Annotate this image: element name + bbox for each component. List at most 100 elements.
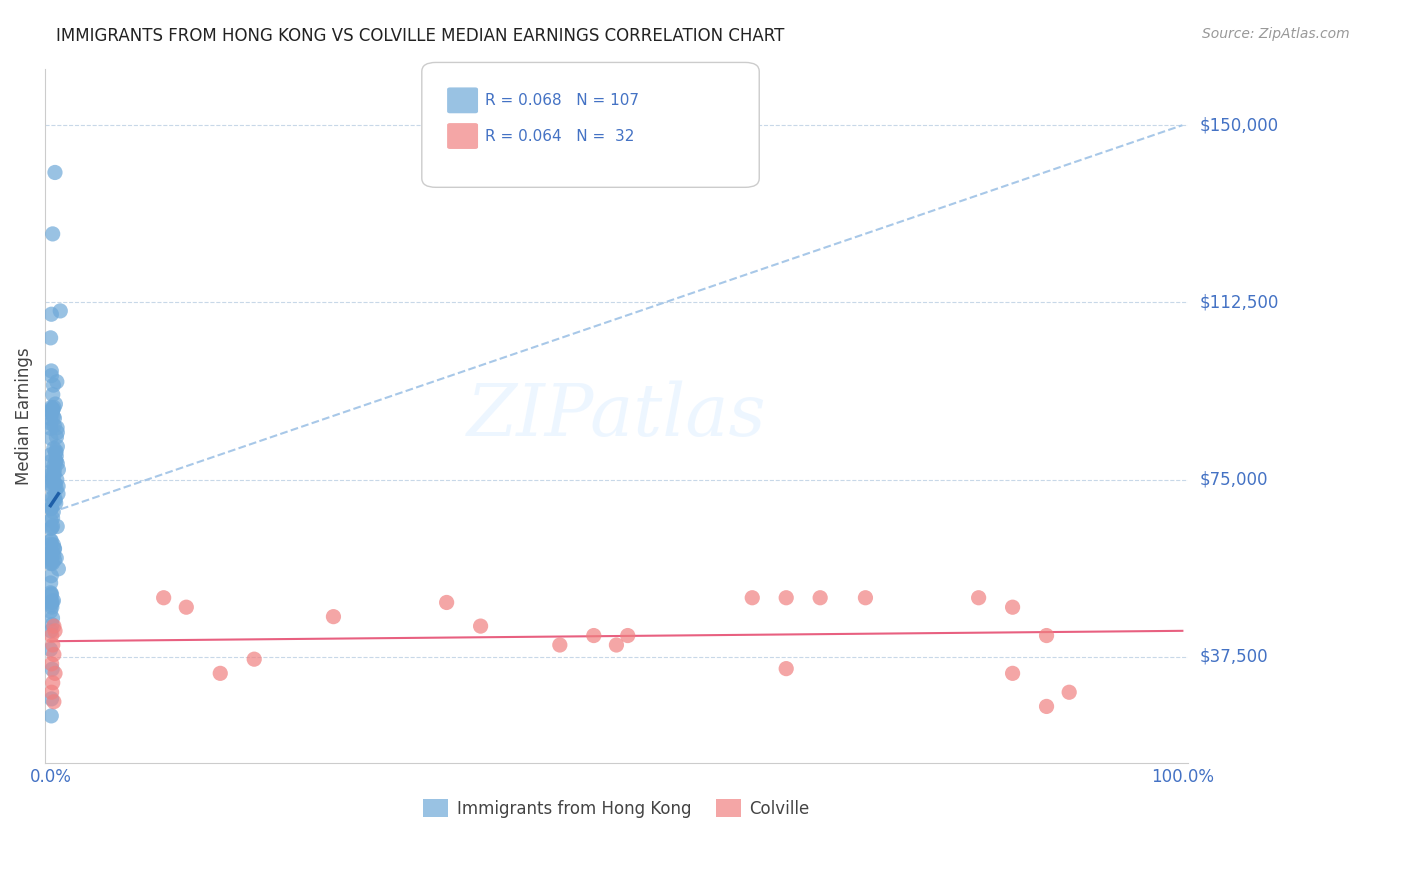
Point: [42, 387, 65, 401]
Point: [39, 568, 62, 582]
Point: [45, 445, 67, 459]
Point: [582, 628, 605, 642]
Point: [41, 662, 63, 676]
Text: Source: ZipAtlas.com: Source: ZipAtlas.com: [1202, 27, 1350, 41]
Point: [39, 401, 62, 415]
Point: [41, 598, 63, 612]
Point: [42, 538, 65, 552]
Point: [45, 482, 67, 496]
Point: [41, 467, 63, 481]
Point: [41, 511, 63, 525]
Point: [41, 685, 63, 699]
Point: [42, 695, 65, 709]
Point: [41, 403, 63, 417]
Point: [46, 487, 69, 501]
Text: ZIPatlas: ZIPatlas: [467, 381, 766, 451]
Point: [44, 463, 66, 477]
Point: [44, 541, 66, 556]
Text: $37,500: $37,500: [1199, 648, 1268, 665]
Point: [41, 611, 63, 625]
Point: [1035, 699, 1057, 714]
Point: [39, 544, 62, 558]
Point: [39, 533, 62, 548]
Point: [44, 165, 66, 179]
Point: [41, 657, 63, 671]
Point: [44, 477, 66, 491]
Point: [44, 475, 66, 489]
Point: [322, 609, 344, 624]
Point: [46, 425, 69, 440]
Point: [1001, 600, 1024, 615]
Text: $75,000: $75,000: [1199, 471, 1268, 489]
Point: [41, 520, 63, 534]
Point: [39, 404, 62, 418]
Legend: Immigrants from Hong Kong, Colville: Immigrants from Hong Kong, Colville: [416, 793, 817, 824]
Point: [174, 600, 197, 615]
Point: [41, 473, 63, 487]
Point: [39, 556, 62, 570]
Point: [39, 448, 62, 462]
Point: [1057, 685, 1080, 699]
Point: [42, 442, 65, 456]
Point: [41, 401, 63, 416]
Point: [39, 624, 62, 638]
Point: [616, 628, 638, 642]
Point: [45, 551, 67, 566]
Point: [39, 421, 62, 435]
Point: [45, 449, 67, 463]
Point: [42, 675, 65, 690]
Point: [39, 576, 62, 591]
Point: [45, 430, 67, 444]
Point: [48, 562, 70, 576]
Point: [39, 364, 62, 378]
Point: [41, 600, 63, 615]
Point: [42, 467, 65, 482]
Point: [41, 407, 63, 421]
Point: [470, 619, 492, 633]
Point: [41, 491, 63, 505]
Point: [39, 604, 62, 618]
Point: [42, 467, 65, 482]
Point: [45, 375, 67, 389]
Point: [41, 587, 63, 601]
Point: [548, 638, 571, 652]
Point: [41, 595, 63, 609]
Point: [1001, 666, 1024, 681]
Point: [41, 307, 63, 321]
Point: [42, 378, 65, 392]
Point: [39, 642, 62, 657]
Point: [46, 440, 69, 454]
Point: [41, 519, 63, 533]
Point: [39, 498, 62, 512]
Point: [49, 304, 72, 318]
Point: [39, 331, 62, 345]
Point: [42, 402, 65, 417]
Point: [42, 401, 65, 415]
Point: [1035, 628, 1057, 642]
Point: [42, 648, 65, 662]
Point: [44, 624, 66, 638]
Point: [39, 550, 62, 565]
Text: R = 0.064   N =  32: R = 0.064 N = 32: [485, 129, 634, 144]
Point: [44, 541, 66, 556]
Point: [39, 431, 62, 445]
Point: [41, 500, 63, 515]
Point: [39, 544, 62, 558]
Point: [39, 546, 62, 560]
Point: [41, 368, 63, 383]
Point: [45, 453, 67, 467]
Point: [855, 591, 877, 605]
Point: [39, 477, 62, 491]
Point: [243, 652, 266, 666]
Point: [775, 662, 797, 676]
Point: [41, 691, 63, 706]
Point: [46, 420, 69, 434]
Point: [808, 591, 831, 605]
Point: [42, 593, 65, 607]
Point: [45, 454, 67, 468]
Point: [41, 481, 63, 495]
Point: [967, 591, 990, 605]
Point: [39, 551, 62, 566]
Point: [436, 595, 458, 609]
Point: [775, 591, 797, 605]
